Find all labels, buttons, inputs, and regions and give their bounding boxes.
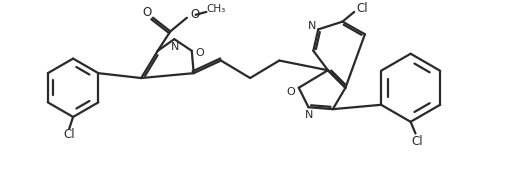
Text: O: O: [195, 48, 204, 58]
Text: Cl: Cl: [64, 128, 75, 141]
Text: N: N: [171, 42, 179, 52]
Text: N: N: [305, 110, 314, 120]
Text: Cl: Cl: [412, 135, 423, 148]
Text: O: O: [190, 8, 200, 21]
Text: Cl: Cl: [356, 2, 368, 14]
Text: O: O: [287, 87, 295, 97]
Text: O: O: [143, 6, 152, 19]
Text: N: N: [308, 21, 317, 30]
Text: CH₃: CH₃: [207, 4, 225, 14]
